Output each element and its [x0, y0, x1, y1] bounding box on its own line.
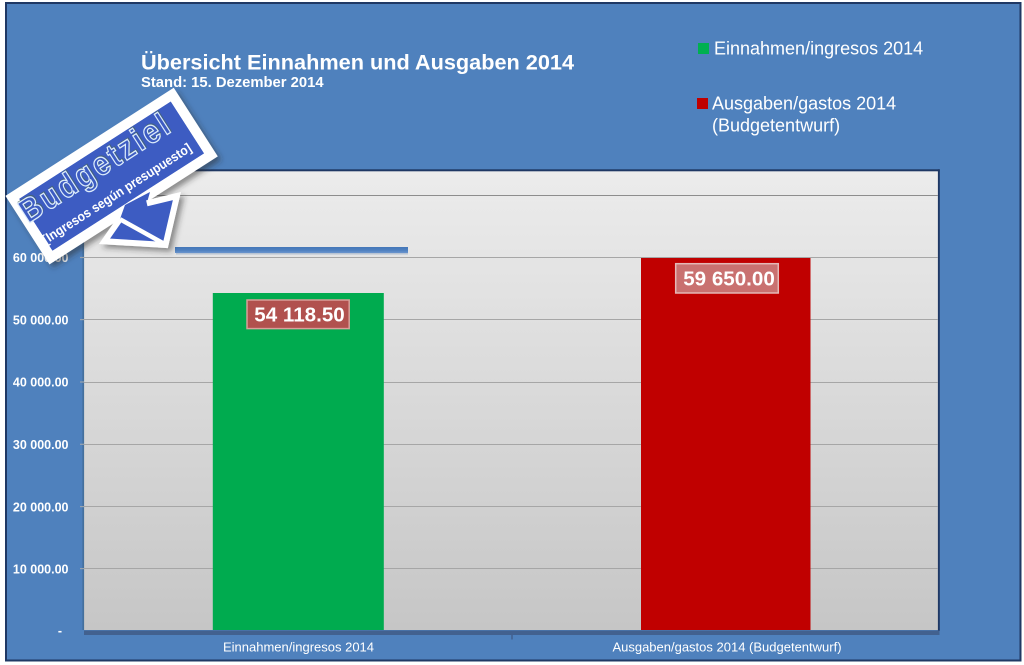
- svg-text:40 000.00: 40 000.00: [13, 376, 69, 390]
- svg-text:Einnahmen/ingresos 2014: Einnahmen/ingresos 2014: [223, 640, 374, 655]
- svg-text:Übersicht Einnahmen und Ausgab: Übersicht Einnahmen und Ausgaben 2014: [141, 50, 574, 75]
- svg-text:50 000.00: 50 000.00: [13, 313, 69, 327]
- svg-text:-: -: [58, 624, 62, 638]
- svg-text:Einnahmen/ingresos 2014: Einnahmen/ingresos 2014: [714, 39, 923, 59]
- svg-text:(Budgetentwurf): (Budgetentwurf): [712, 116, 840, 136]
- svg-text:Stand: 15. Dezember 2014: Stand: 15. Dezember 2014: [141, 75, 324, 91]
- svg-text:20 000.00: 20 000.00: [13, 500, 69, 514]
- svg-text:30 000.00: 30 000.00: [13, 438, 69, 452]
- svg-text:54 118.50: 54 118.50: [254, 304, 344, 327]
- svg-text:Ausgaben/gastos 2014 (Budgeten: Ausgaben/gastos 2014 (Budgetentwurf): [612, 640, 841, 655]
- svg-text:10 000.00: 10 000.00: [13, 563, 69, 577]
- svg-text:59 650.00: 59 650.00: [683, 268, 775, 291]
- svg-text:Ausgaben/gastos 2014: Ausgaben/gastos 2014: [712, 94, 896, 114]
